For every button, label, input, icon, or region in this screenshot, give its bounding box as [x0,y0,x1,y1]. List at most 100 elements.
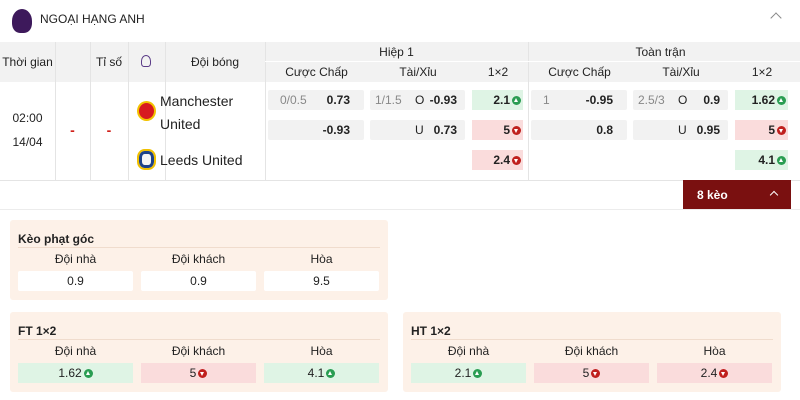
panel: Kèo phạt góc Đội nhà 0.9 Đội khách 0.9 Hòa 9.5 [10,220,388,300]
ou-odds: -0.93 [429,93,457,107]
panel-sep [18,339,380,340]
header-sep [265,61,800,62]
x12-box: 5 [472,120,523,140]
ou-side: O [678,93,688,107]
trend-icon [719,368,729,378]
x12-odds: 4.1 [758,153,775,167]
collapse-icon[interactable] [770,12,782,24]
team-header: Đội bóng [190,55,240,69]
panel: FT 1×2 Đội nhà 1.62 Đội khách 5 Hòa 4.1 [10,312,388,392]
header-sep [528,42,529,180]
panel-label: Đội khách [564,344,619,358]
stadium-icon [141,55,151,67]
team-name: Manchester United [160,93,234,132]
odds-box: 2.5/3 O 0.9 [633,90,728,110]
trend-icon [198,368,208,378]
panel-odds: 0.9 [67,274,84,288]
column-header: 1×2 [751,65,773,79]
column-header: Cược Chấp [285,65,348,79]
trend-icon [83,368,93,378]
panel-odds: 4.1 [307,366,325,380]
handicap-line: 1 [543,93,550,107]
panel-label: Đội nhà [54,344,97,358]
ou-odds: 0.95 [696,123,720,137]
panel-odds: 2.4 [700,366,718,380]
ou-line: 2.5/3 [638,93,665,107]
row-sep [0,180,800,181]
panel-value: 0.9 [141,271,256,291]
more-button[interactable]: 8 kèo [683,180,791,209]
panel-title: FT 1×2 [18,324,57,338]
odds-box: 0/0.5 0.73 [268,90,364,110]
panel-label: Đội nhà [54,252,97,266]
panel-sep [411,339,773,340]
ou-odds: 0.73 [433,123,457,137]
panel-label: Hòa [310,252,333,266]
panel-title: HT 1×2 [411,324,451,338]
x12-odds: 2.4 [493,153,510,167]
team-logo [137,101,156,121]
time-header: Thời gian [2,55,53,69]
ou-line: 1/1.5 [375,93,402,107]
header-sep [55,42,56,180]
x12-box: 4.1 [735,150,788,170]
x12-odds: 5 [503,123,510,137]
handicap-odds: 0.73 [326,93,350,107]
panel-odds: 0.9 [190,274,207,288]
match-time: 02:00 [12,111,43,125]
trend-icon [512,96,521,106]
panel-label: Hòa [310,344,333,358]
panel-value: 4.1 [264,363,379,383]
trend-icon [777,156,786,166]
x12-odds: 2.1 [493,93,510,107]
league-logo [12,9,32,33]
ou-side: U [678,123,687,137]
trend-icon [326,368,336,378]
handicap-odds: -0.93 [322,123,350,137]
panel-value: 2.1 [411,363,526,383]
group-header: Toàn trận [635,44,686,59]
match-date: 14/04 [12,135,43,149]
handicap-odds: -0.95 [585,93,613,107]
team-name: Leeds United [160,152,243,168]
column-header: 1×2 [487,65,509,79]
section-sep [0,209,800,210]
handicap-odds: 0.8 [596,123,613,137]
panel-odds: 5 [582,366,590,380]
trend-icon [777,96,786,106]
handicap-line: 0/0.5 [280,93,307,107]
panel-title: Kèo phạt góc [18,232,95,246]
more-label: 8 kèo [697,188,728,202]
panel-value: 5 [534,363,649,383]
group-header: Hiệp 1 [379,44,414,59]
panel-odds: 1.62 [58,366,82,380]
league-title: NGOẠI HẠNG ANH [40,12,145,26]
odds-box: 0.8 [531,120,627,140]
x12-odds: 5 [768,123,775,137]
team-logo [137,149,156,170]
header-bg [0,42,800,82]
panel-label: Đội khách [171,252,226,266]
panel-label: Đội nhà [447,344,490,358]
x12-box: 5 [735,120,788,140]
odds-box: -0.93 [268,120,364,140]
panel-sep [18,247,380,248]
ou-side: O [415,93,425,107]
ou-side: U [415,123,424,137]
trend-icon [591,368,601,378]
panel-odds: 9.5 [313,274,330,288]
column-header: Cược Chấp [548,65,611,79]
panel-value: 5 [141,363,256,383]
header-sep [128,42,129,180]
column-header: Tài/Xỉu [399,65,437,79]
panel-value: 2.4 [657,363,772,383]
trend-icon [512,156,521,166]
x12-box: 2.1 [472,90,523,110]
odds-box: 1 -0.95 [531,90,627,110]
chevron [769,190,779,200]
column-header: Tài/Xỉu [662,65,700,79]
panel-value: 0.9 [18,271,133,291]
panel-value: 1.62 [18,363,133,383]
odds-box: U 0.73 [370,120,465,140]
